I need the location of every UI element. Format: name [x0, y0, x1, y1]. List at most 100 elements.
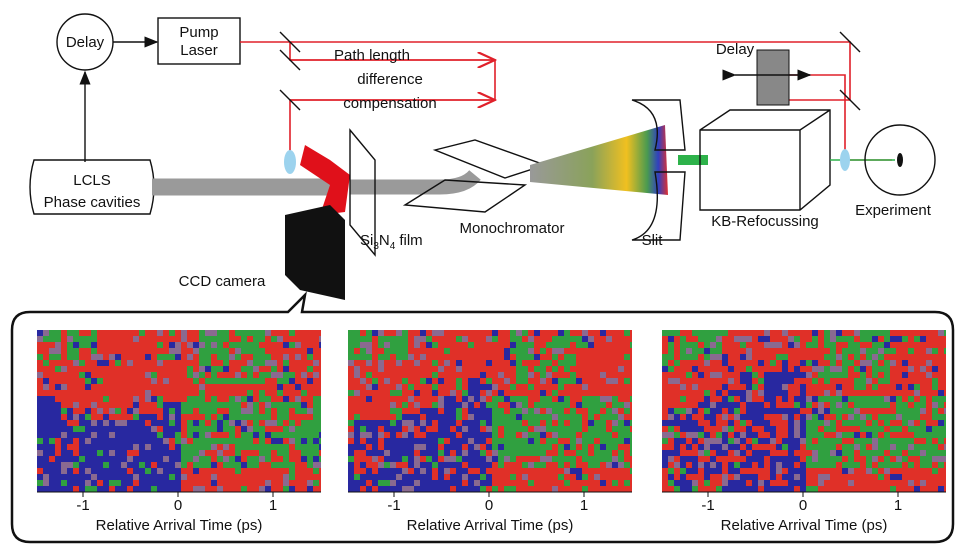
noise-pixel — [824, 354, 830, 360]
noise-pixel — [67, 474, 73, 480]
noise-pixel — [468, 414, 474, 420]
noise-pixel — [516, 396, 522, 402]
noise-pixel — [606, 444, 612, 450]
noise-pixel — [139, 336, 145, 342]
noise-pixel — [674, 438, 680, 444]
noise-pixel — [612, 390, 618, 396]
noise-pixel — [734, 474, 740, 480]
noise-pixel — [908, 444, 914, 450]
noise-pixel — [145, 450, 151, 456]
noise-pixel — [630, 354, 632, 360]
noise-pixel — [289, 432, 295, 438]
noise-pixel — [115, 432, 121, 438]
noise-pixel — [55, 408, 61, 414]
noise-pixel — [85, 402, 91, 408]
noise-pixel — [794, 384, 800, 390]
noise-pixel — [139, 468, 145, 474]
noise-pixel — [181, 384, 187, 390]
noise-pixel — [295, 486, 301, 492]
noise-pixel — [698, 372, 704, 378]
noise-pixel — [432, 366, 438, 372]
noise-pixel — [229, 438, 235, 444]
noise-pixel — [522, 420, 528, 426]
noise-pixel — [73, 426, 79, 432]
noise-pixel — [157, 402, 163, 408]
noise-pixel — [540, 372, 546, 378]
noise-pixel — [504, 366, 510, 372]
noise-pixel — [528, 462, 534, 468]
noise-pixel — [151, 330, 157, 336]
noise-pixel — [474, 396, 480, 402]
noise-pixel — [776, 486, 782, 492]
noise-pixel — [235, 414, 241, 420]
noise-pixel — [770, 402, 776, 408]
noise-pixel — [187, 444, 193, 450]
noise-pixel — [884, 390, 890, 396]
noise-pixel — [163, 438, 169, 444]
noise-pixel — [854, 450, 860, 456]
noise-pixel — [265, 444, 271, 450]
noise-pixel — [848, 408, 854, 414]
noise-pixel — [474, 408, 480, 414]
noise-pixel — [235, 342, 241, 348]
noise-pixel — [444, 444, 450, 450]
noise-pixel — [247, 474, 253, 480]
noise-pixel — [253, 342, 259, 348]
noise-pixel — [67, 468, 73, 474]
noise-pixel — [313, 408, 319, 414]
noise-pixel — [109, 342, 115, 348]
noise-pixel — [818, 480, 824, 486]
noise-pixel — [594, 486, 600, 492]
noise-pixel — [193, 426, 199, 432]
noise-pixel — [121, 342, 127, 348]
noise-pixel — [354, 366, 360, 372]
noise-pixel — [426, 360, 432, 366]
noise-pixel — [534, 330, 540, 336]
noise-pixel — [606, 360, 612, 366]
noise-pixel — [510, 468, 516, 474]
noise-pixel — [944, 468, 946, 474]
noise-pixel — [181, 486, 187, 492]
noise-pixel — [570, 468, 576, 474]
noise-pixel — [848, 468, 854, 474]
noise-pixel — [235, 372, 241, 378]
noise-pixel — [752, 486, 758, 492]
noise-pixel — [319, 480, 321, 486]
noise-pixel — [109, 390, 115, 396]
noise-pixel — [698, 438, 704, 444]
noise-pixel — [91, 354, 97, 360]
noise-pixel — [606, 480, 612, 486]
noise-pixel — [692, 450, 698, 456]
noise-pixel — [878, 396, 884, 402]
noise-pixel — [348, 426, 354, 432]
noise-pixel — [504, 390, 510, 396]
noise-pixel — [698, 330, 704, 336]
noise-pixel — [396, 444, 402, 450]
noise-pixel — [540, 390, 546, 396]
noise-pixel — [91, 444, 97, 450]
noise-pixel — [115, 414, 121, 420]
noise-pixel — [812, 342, 818, 348]
noise-pixel — [582, 366, 588, 372]
noise-pixel — [55, 348, 61, 354]
noise-pixel — [103, 474, 109, 480]
noise-pixel — [908, 390, 914, 396]
noise-pixel — [229, 354, 235, 360]
noise-pixel — [43, 396, 49, 402]
noise-pixel — [722, 426, 728, 432]
noise-pixel — [193, 384, 199, 390]
noise-pixel — [818, 384, 824, 390]
noise-pixel — [516, 480, 522, 486]
noise-pixel — [43, 408, 49, 414]
noise-pixel — [794, 438, 800, 444]
noise-pixel — [426, 450, 432, 456]
noise-pixel — [564, 396, 570, 402]
noise-pixel — [277, 480, 283, 486]
noise-pixel — [133, 444, 139, 450]
noise-pixel — [169, 474, 175, 480]
noise-pixel — [438, 408, 444, 414]
noise-pixel — [510, 432, 516, 438]
noise-pixel — [734, 342, 740, 348]
noise-pixel — [438, 486, 444, 492]
noise-pixel — [698, 396, 704, 402]
